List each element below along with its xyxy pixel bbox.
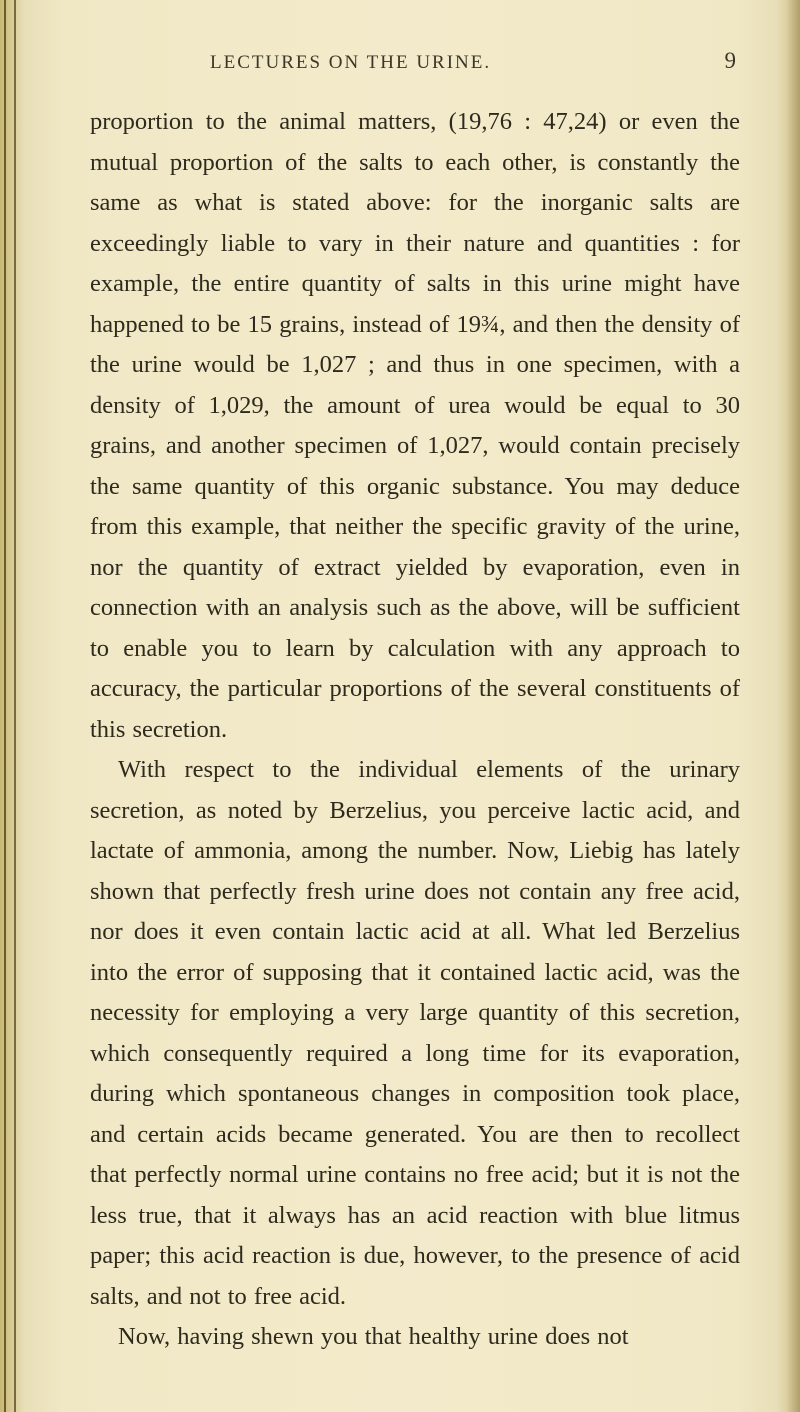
page-edge-shadow — [786, 0, 800, 1412]
page-number: 9 — [725, 48, 737, 74]
paragraph-3: Now, having shewn you that healthy urine… — [90, 1317, 740, 1358]
page-container: LECTURES ON THE URINE. 9 proportion to t… — [0, 0, 800, 1412]
running-title: LECTURES ON THE URINE. — [210, 52, 491, 74]
body-text: proportion to the animal matters, (19,76… — [90, 102, 740, 1358]
paragraph-2: With respect to the individual elements … — [90, 750, 740, 1317]
paragraph-1: proportion to the animal matters, (19,76… — [90, 102, 740, 750]
running-head: LECTURES ON THE URINE. 9 — [90, 48, 740, 74]
